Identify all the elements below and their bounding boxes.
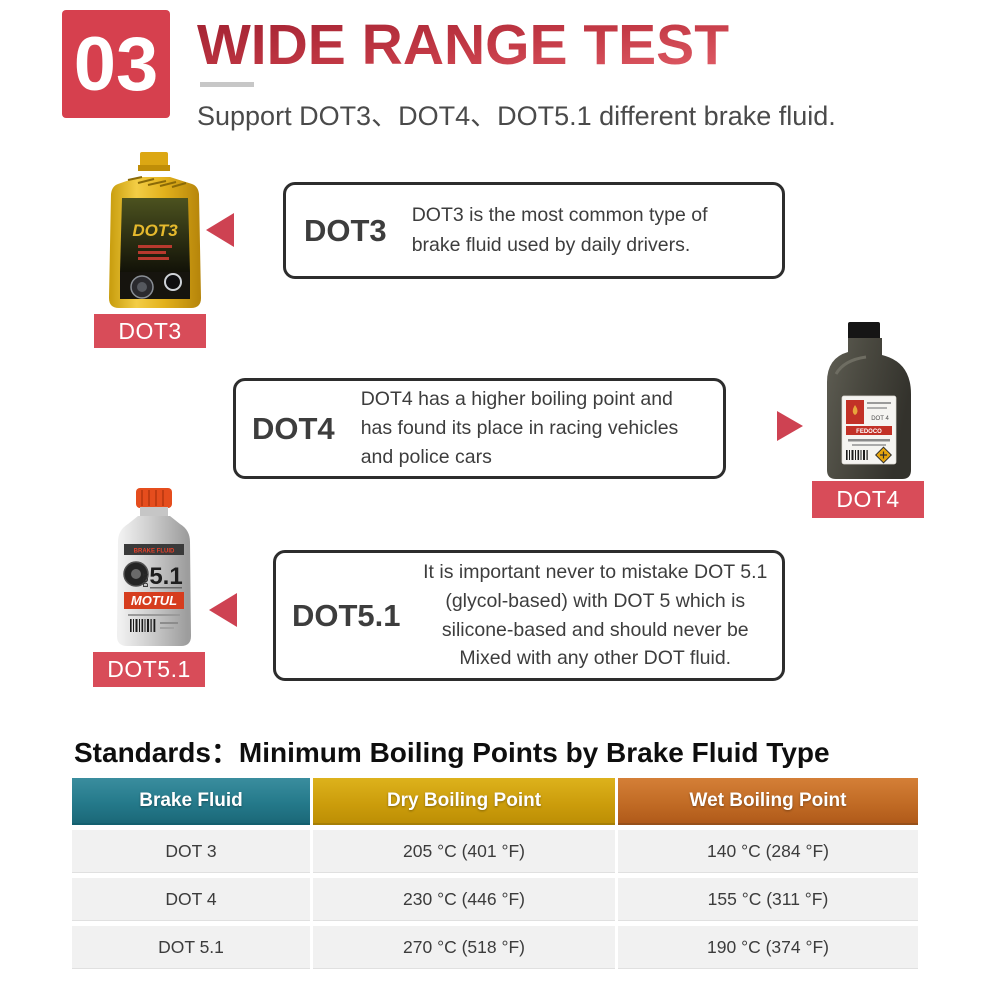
dot4-box-label: DOT4 — [252, 410, 335, 446]
dot3-brake-disc-icon — [164, 273, 182, 291]
arrow-left-icon — [206, 213, 234, 247]
dot3-bottle-label — [120, 198, 190, 272]
table-cell: 155 °C (311 °F) — [618, 878, 918, 921]
dot3-description: DOT3 is the most common type of brake fl… — [411, 204, 708, 256]
dot51-bottle-label-text: BRAKE FLUID — [134, 549, 175, 555]
dot51-info-box: DOT5.1 It is important never to mistake … — [273, 550, 785, 681]
table-cell: 190 °C (374 °F) — [618, 926, 918, 969]
step-number-badge: 03 — [62, 10, 170, 118]
table-cell: 230 °C (446 °F) — [313, 878, 615, 921]
arrow-right-icon — [777, 411, 803, 441]
boiling-points-table: Brake Fluid Dry Boiling Point Wet Boilin… — [72, 778, 918, 969]
drop-icon — [852, 405, 858, 415]
dot4-description: DOT4 has a higher boiling point and has … — [360, 387, 679, 469]
column-header-wet-boiling-point: Wet Boiling Point — [618, 778, 918, 825]
dot4-bottle-brand-text: FEDOCO — [856, 429, 882, 435]
page-subtitle: Support DOT3、DOT4、DOT5.1 different brake… — [197, 101, 836, 131]
dot3-bottle-brand-text: DOT3 — [132, 221, 178, 240]
table-cell: 140 °C (284 °F) — [618, 830, 918, 873]
dot51-description: It is important never to mistake DOT 5.1… — [423, 560, 768, 670]
svg-text:DOT: DOT — [143, 572, 150, 588]
column-header-brake-fluid: Brake Fluid — [72, 778, 310, 825]
dot4-bottle-image: DOT 4 FEDOCO — [827, 322, 911, 479]
standards-title: Standards：Minimum Boiling Points by Brak… — [74, 737, 830, 768]
barcode — [846, 450, 868, 460]
dot4-info-box: DOT4 DOT4 has a higher boiling point and… — [233, 378, 726, 479]
dot51-bottle-type-text: 5.1 — [149, 563, 182, 590]
dot3-box-label: DOT3 — [304, 212, 387, 248]
dot51-box-label: DOT5.1 — [292, 597, 401, 633]
dot4-tag: DOT4 — [812, 481, 924, 518]
barcode — [130, 619, 156, 632]
hazard-icon — [875, 446, 892, 464]
dot51-bottle-image: BRAKE FLUID DOT 5.1 MOTUL — [117, 488, 191, 646]
title-underline — [200, 82, 254, 87]
dot3-bottle-image: DOT3 — [109, 152, 201, 308]
dot51-bottle-brand-text: MOTUL — [131, 593, 177, 608]
table-cell: DOT 5.1 — [72, 926, 310, 969]
dot51-tag: DOT5.1 — [93, 652, 205, 687]
dot3-bottle-cap — [140, 152, 168, 167]
page-title: WIDE RANGE TEST — [197, 13, 730, 77]
dot3-info-box: DOT3 DOT3 is the most common type of bra… — [283, 182, 785, 279]
arrow-left-icon — [209, 593, 237, 627]
table-cell: DOT 3 — [72, 830, 310, 873]
column-header-dry-boiling-point: Dry Boiling Point — [313, 778, 615, 825]
table-cell: 205 °C (401 °F) — [313, 830, 615, 873]
dot3-tag: DOT3 — [94, 314, 206, 348]
table-cell: DOT 4 — [72, 878, 310, 921]
table-cell: 270 °C (518 °F) — [313, 926, 615, 969]
dot4-bottle-cap — [848, 322, 880, 340]
dot4-bottle-type-text: DOT 4 — [871, 416, 889, 422]
